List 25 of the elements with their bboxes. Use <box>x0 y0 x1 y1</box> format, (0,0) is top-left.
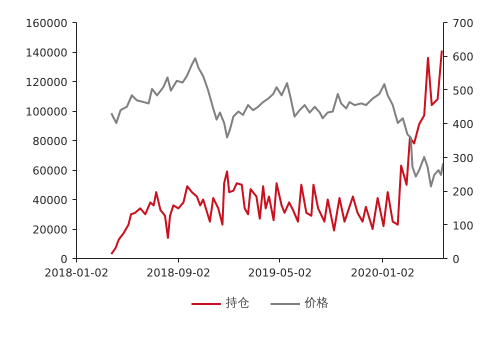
y2-tick-label: 300 <box>452 152 474 165</box>
y2-tick-label: 500 <box>452 84 474 98</box>
legend-label: 价格 <box>304 294 328 312</box>
y-tick-label: 60000 <box>32 164 68 178</box>
legend-label: 持仓 <box>226 294 250 312</box>
y-tick-label: 160000 <box>26 17 68 30</box>
line-series <box>110 57 444 188</box>
y-tick-label: 80000 <box>32 135 68 148</box>
y2-tick-label: 600 <box>452 50 474 64</box>
x-tick-label: 2020-01-02 <box>350 266 415 280</box>
y-tick-label: 140000 <box>26 46 68 60</box>
y2-tick-label: 0 <box>452 253 460 266</box>
y2-tick-label: 200 <box>452 186 474 199</box>
y-tick-label: 100000 <box>26 106 68 118</box>
x-tick-label: 2018-09-02 <box>146 266 210 280</box>
y2-tick-label: 400 <box>452 118 474 132</box>
line-series <box>110 50 443 256</box>
x-tick-label: 2018-01-02 <box>44 266 108 280</box>
y-tick-label: 40000 <box>32 194 68 207</box>
y2-tick-label: 100 <box>452 219 474 232</box>
y-tick-label: 120000 <box>26 76 68 89</box>
x-tick-label: 2019-05-02 <box>248 266 312 280</box>
y-tick-label: 20000 <box>32 224 68 236</box>
y2-tick-label: 700 <box>452 17 474 30</box>
y-tick-label: 0 <box>60 253 68 266</box>
